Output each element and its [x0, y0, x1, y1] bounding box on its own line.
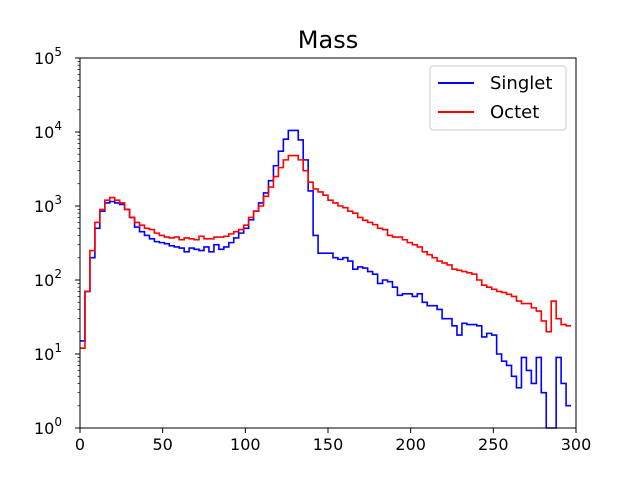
x-tick-label: 300 — [561, 435, 592, 454]
legend-singlet-label: Singlet — [490, 73, 552, 94]
x-tick-label: 0 — [75, 435, 85, 454]
x-tick-label: 100 — [230, 435, 261, 454]
y-tick-label: 104 — [34, 119, 62, 142]
series-octet-line — [80, 154, 572, 349]
y-tick-label: 102 — [34, 267, 62, 290]
legend-octet-label: Octet — [490, 102, 539, 123]
x-tick-label: 200 — [395, 435, 426, 454]
y-tick-label: 100 — [34, 415, 62, 438]
x-tick-label: 150 — [313, 435, 344, 454]
plot-frame — [79, 57, 577, 429]
y-tick-label: 103 — [34, 193, 62, 216]
ticks-layer: 0 50 100 150 200 250 300 100 101 102 103 104 105 — [34, 45, 591, 454]
series-singlet-line — [80, 129, 572, 429]
legend: Singlet Octet — [429, 65, 567, 131]
x-tick-label: 50 — [152, 435, 172, 454]
y-tick-label: 105 — [34, 45, 62, 68]
chart-title: Mass — [298, 26, 358, 54]
y-tick-label: 101 — [34, 341, 62, 364]
series-layer — [80, 129, 572, 429]
x-tick-label: 250 — [478, 435, 509, 454]
